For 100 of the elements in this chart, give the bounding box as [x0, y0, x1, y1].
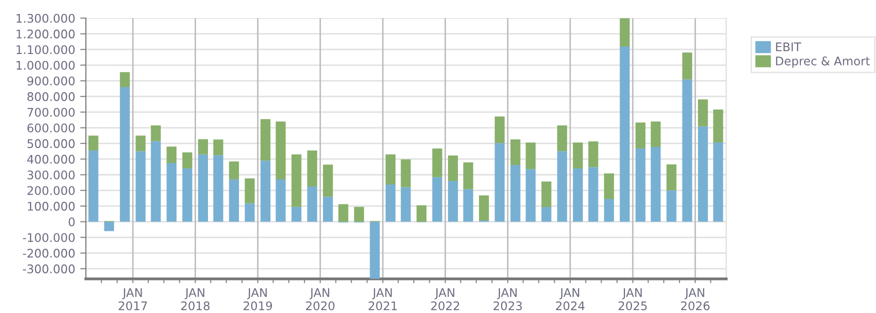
bar: [88, 150, 98, 222]
bar: [682, 79, 692, 222]
y-tick-label: 700.000: [28, 108, 75, 117]
bar: [276, 179, 286, 222]
bar: [541, 207, 552, 222]
y-tick-label: 400.000: [27, 154, 75, 164]
bar: [650, 147, 661, 222]
bar: [291, 206, 302, 222]
y-tick-label: 500.000: [28, 139, 75, 148]
bar: [494, 143, 505, 222]
bar: [120, 87, 130, 222]
y-tick-label: 1.000.000: [16, 60, 75, 70]
bar: [322, 196, 333, 222]
bar: [448, 155, 458, 182]
bar: [713, 109, 724, 142]
x-tick-label: JAN 2017: [118, 288, 147, 310]
y-tick-label: 1.300.000: [16, 14, 75, 23]
y-tick-label: 300.000: [28, 170, 75, 180]
y-tick-label: 0: [68, 217, 75, 226]
bar: [620, 46, 630, 222]
bar: [229, 179, 239, 222]
y-tick-label: -100.000: [22, 233, 75, 242]
bar: [636, 122, 646, 148]
bar: [510, 165, 520, 222]
bar: [244, 203, 255, 222]
x-tick-label: JAN 2023: [494, 288, 522, 310]
bar: [386, 184, 396, 222]
bar: [104, 222, 114, 232]
bar: [338, 204, 348, 222]
bar: [588, 141, 598, 168]
y-tick-label: 900.000: [27, 76, 75, 86]
bar: [260, 119, 270, 161]
x-tick-label: JAN 2024: [556, 288, 585, 310]
x-tick-label: JAN 2021: [368, 288, 397, 310]
bar: [229, 161, 239, 180]
bar: [698, 99, 708, 126]
bar: [557, 125, 568, 152]
bar: [213, 140, 224, 156]
bar: [244, 178, 255, 204]
bar: [370, 222, 380, 279]
bar: [432, 148, 442, 178]
bar: [354, 206, 364, 222]
x-tick-label: JAN 2026: [681, 288, 710, 310]
bar: [400, 159, 411, 188]
bar: [510, 139, 520, 166]
bar: [526, 142, 536, 170]
bar: [463, 162, 474, 190]
bar: [588, 167, 598, 222]
bar: [291, 154, 302, 207]
x-tick-label: JAN 2018: [181, 288, 210, 310]
bar: [572, 168, 583, 222]
y-tick-label: 1.200.000: [16, 30, 75, 38]
bar: [400, 187, 411, 222]
bar: [182, 168, 192, 222]
bar: [260, 160, 270, 222]
y-tick-label: -300.000: [22, 264, 75, 274]
y-tick-label: 600.000: [27, 123, 75, 132]
bar: [416, 205, 426, 222]
x-tick-label: JAN 2025: [618, 288, 647, 310]
bar: [557, 151, 568, 222]
bar: [198, 154, 208, 222]
y-tick-label: 800.000: [27, 92, 75, 102]
bar: [448, 181, 458, 222]
y-tick-label: -200.000: [22, 248, 75, 258]
bar: [682, 52, 692, 80]
bar: [150, 141, 161, 222]
y-tick-label: 1.100.000: [16, 45, 75, 54]
legend-label: Deprec & Amort: [776, 56, 870, 68]
bar: [541, 181, 552, 208]
bar: [182, 152, 192, 168]
bar: [136, 151, 146, 222]
y-tick-label: 200.000: [27, 186, 75, 196]
bar: [307, 150, 318, 186]
bar: [604, 199, 614, 222]
x-tick-label: JAN 2022: [431, 288, 460, 310]
bar: [432, 177, 442, 222]
bar: [572, 142, 583, 168]
bar: [463, 189, 474, 222]
x-tick-label: JAN 2019: [244, 288, 272, 310]
bar: [620, 18, 630, 46]
bar: [276, 122, 286, 180]
y-tick-label: 100.000: [28, 202, 75, 211]
legend-label: EBIT: [776, 42, 802, 52]
bar: [698, 126, 708, 222]
bar: [198, 139, 208, 154]
bar: [166, 146, 177, 164]
bar: [666, 190, 676, 222]
bar: [166, 163, 177, 222]
bar: [636, 148, 646, 222]
bar: [666, 164, 676, 190]
bar: [213, 155, 224, 222]
bar: [386, 154, 396, 184]
bar: [604, 173, 614, 200]
bar: [150, 125, 161, 142]
bar: [713, 142, 724, 222]
bar: [650, 122, 661, 148]
bar: [494, 116, 505, 144]
bar: [136, 136, 146, 152]
bar: [322, 164, 333, 197]
bar: [307, 186, 318, 222]
